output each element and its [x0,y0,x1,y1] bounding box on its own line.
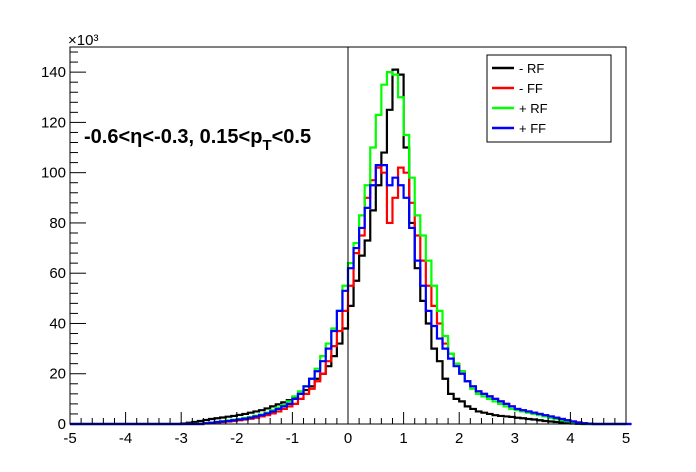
annotation-eta: η [130,126,142,148]
x-tick-label: 1 [399,430,407,447]
y-tick-label: 0 [58,416,66,433]
legend-label: + RF [519,101,548,116]
x-tick-label: -4 [119,430,132,447]
x-tick-label: -2 [230,430,243,447]
x-tick-label: 3 [511,430,519,447]
x-axis: -5 -4 -3 -2 -1 0 1 2 3 4 5 [63,412,630,447]
y-tick-label: 120 [41,114,66,131]
y-tick-label: 80 [49,215,66,232]
annotation-subscript: T [262,137,271,154]
x-tick-label: -5 [63,430,76,447]
x-tick-label: -1 [286,430,299,447]
x-tick-label: 5 [622,430,630,447]
y-axis: 0 20 40 60 80 100 120 140 [41,51,86,433]
legend: - RF - FF + RF + FF [486,54,612,143]
annotation-part: <0.5 [272,126,311,148]
legend-entries: - RF - FF + RF + FF [492,61,548,136]
x-tick-label: 2 [455,430,463,447]
y-tick-label: 20 [49,366,66,383]
legend-label: + FF [519,121,546,136]
y-tick-label: 140 [41,64,66,81]
y-tick-label: 100 [41,165,66,182]
legend-label: - RF [519,61,544,76]
x-tick-label: -3 [175,430,188,447]
annotation-part: -0.6< [84,126,130,148]
y-multiplier-label: ×10³ [68,32,98,49]
y-tick-label: 60 [49,265,66,282]
legend-label: - FF [519,81,543,96]
y-tick-label: 40 [49,315,66,332]
annotation-text: -0.6<η<-0.3, 0.15<pT<0.5 [84,126,311,154]
x-tick-label: 4 [566,430,574,447]
annotation-part: <-0.3, 0.15<p [142,126,262,148]
x-tick-label: 0 [344,430,352,447]
